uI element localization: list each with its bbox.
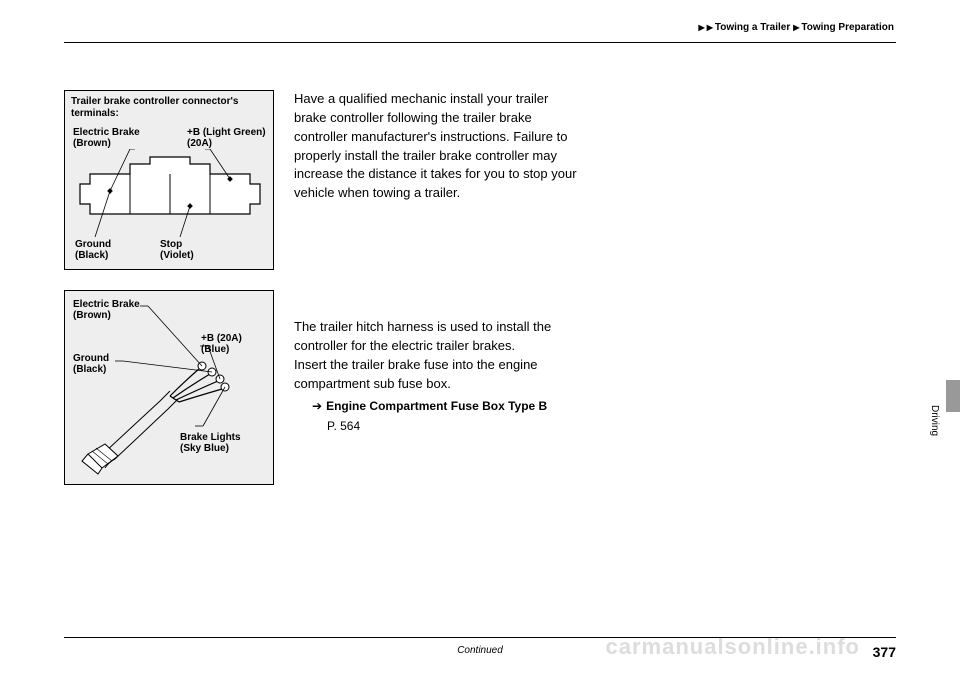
diagram-title: Trailer brake controller connector's ter…: [65, 91, 273, 126]
body-paragraph-2: The trailer hitch harness is used to ins…: [294, 318, 584, 435]
side-tab: [946, 380, 960, 412]
reference-icon: ➔: [312, 399, 322, 413]
diagram-connector-terminals: Trailer brake controller connector's ter…: [64, 90, 274, 270]
body2-line1: The trailer hitch harness is used to ins…: [294, 318, 584, 356]
connector-svg: [75, 149, 265, 244]
side-label: Driving: [929, 405, 940, 436]
arrow-icon: ▶: [793, 23, 799, 32]
reference-title: Engine Compartment Fuse Box Type B: [326, 399, 547, 413]
breadcrumb: ▶▶Towing a Trailer▶Towing Preparation: [699, 22, 894, 33]
label-plus-b: +B (Light Green) (20A): [187, 127, 267, 149]
breadcrumb-subsection: Towing Preparation: [801, 22, 894, 33]
cross-reference: ➔ Engine Compartment Fuse Box Type B: [312, 398, 584, 415]
body-paragraph-1: Have a qualified mechanic install your t…: [294, 90, 584, 203]
arrow-icon: ▶: [699, 23, 705, 32]
page-number: 377: [873, 644, 896, 660]
label-electric-brake: Electric Brake (Brown): [73, 127, 148, 149]
watermark: carmanualsonline.info: [606, 634, 861, 660]
reference-page: P. 564: [327, 418, 584, 435]
arrow-icon: ▶: [707, 23, 713, 32]
breadcrumb-section: Towing a Trailer: [715, 22, 790, 33]
body2-line2: Insert the trailer brake fuse into the e…: [294, 356, 584, 394]
header-divider: [64, 42, 896, 43]
diagram-harness: Electric Brake (Brown) +B (20A) (Blue) G…: [64, 290, 274, 485]
harness-svg: [70, 296, 270, 481]
continued-label: Continued: [457, 645, 503, 656]
